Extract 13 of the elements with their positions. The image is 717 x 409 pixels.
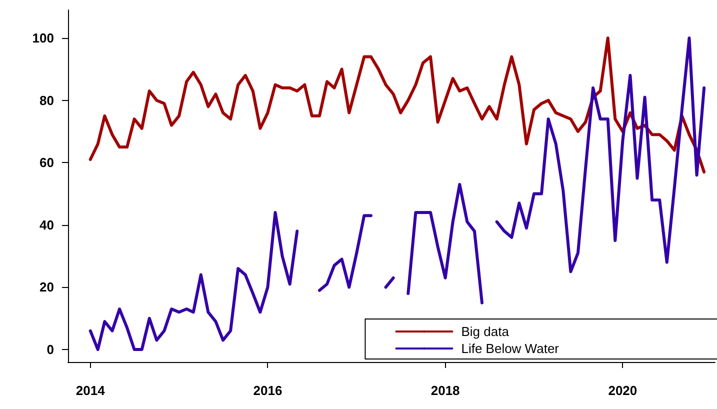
y-tick-label: 20 [40, 280, 54, 295]
y-tick-label: 40 [40, 217, 54, 232]
legend-label: Life Below Water [461, 341, 560, 356]
legend-label: Big data [461, 324, 510, 339]
x-tick-label: 2018 [430, 383, 460, 398]
x-tick-label: 2016 [253, 383, 282, 398]
x-tick-label: 2014 [76, 383, 106, 398]
y-tick-label: 60 [40, 155, 54, 170]
y-tick-label: 0 [46, 342, 54, 358]
line-series [88, 36, 706, 174]
y-tick-label: 100 [32, 30, 54, 46]
y-tick-label: 80 [40, 92, 54, 108]
x-tick-label: 2020 [608, 383, 638, 398]
